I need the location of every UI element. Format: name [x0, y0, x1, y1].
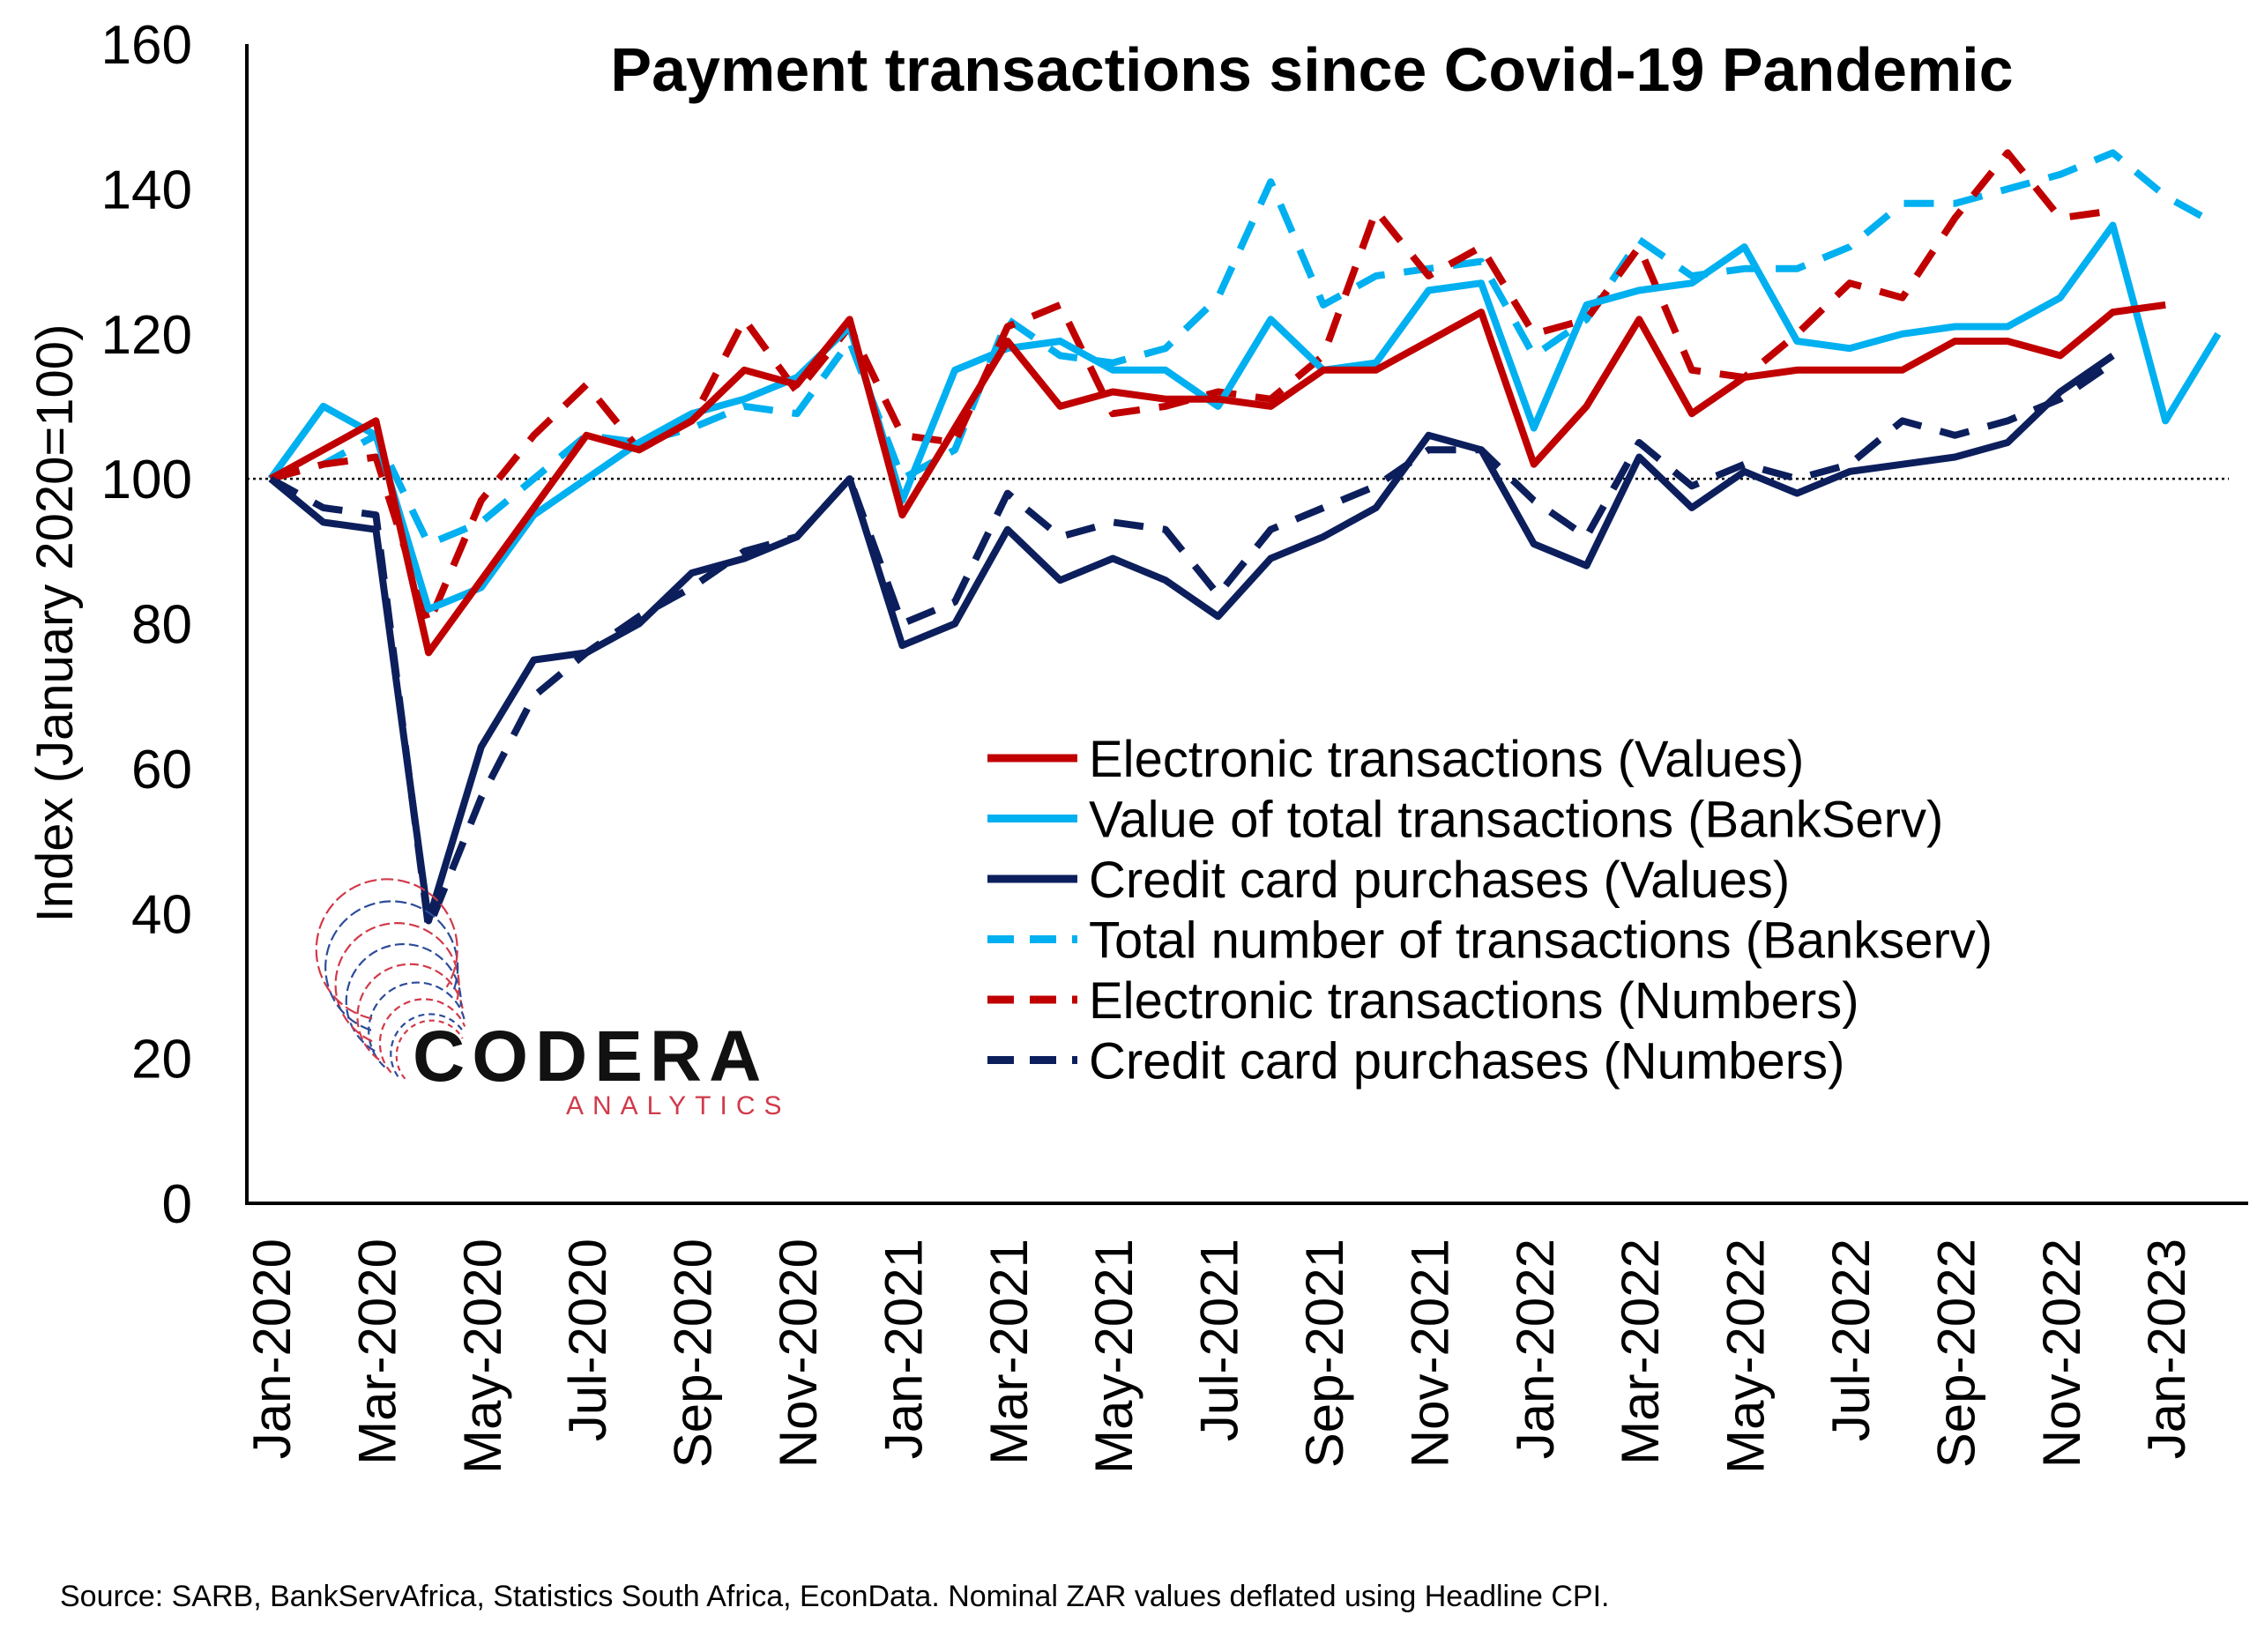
y-tick-label: 40	[131, 884, 192, 945]
logo-arc	[390, 1013, 466, 1077]
x-tick-label: Jan-2023	[2137, 1239, 2196, 1459]
logo-arc	[324, 900, 459, 1031]
series-line-total-number-of-transactions-bankserv	[269, 149, 2220, 548]
legend-label: Electronic transactions (Numbers)	[1089, 972, 1859, 1030]
series-line-value-of-total-transactions-bankserv	[267, 221, 2222, 614]
legend-label: Credit card purchases (Numbers)	[1089, 1033, 1844, 1090]
x-tick-label: Sep-2020	[664, 1239, 723, 1468]
x-tick-label: Mar-2021	[980, 1239, 1039, 1465]
series-group	[267, 149, 2222, 932]
y-tick-label: 20	[131, 1030, 192, 1090]
x-tick-label: Mar-2022	[1611, 1239, 1670, 1465]
series-line-electronic-transactions-values	[269, 301, 2166, 657]
logo-arc	[378, 998, 466, 1074]
series-line-credit-card-purchases-values	[268, 353, 2115, 925]
legend-label: Total number of transactions (Bankserv)	[1089, 912, 1993, 970]
y-tick-label: 80	[131, 595, 192, 656]
x-tick-label: May-2022	[1717, 1239, 1776, 1474]
logo-arc	[368, 981, 466, 1068]
axes	[245, 44, 2248, 1205]
logo-arc	[315, 878, 458, 1020]
logo-arc	[345, 942, 462, 1053]
y-tick-label: 140	[101, 160, 192, 220]
logo-circle-icon	[315, 878, 466, 1080]
legend-label: Value of total transactions (BankServ)	[1089, 792, 1943, 849]
logo-wordmark: CODERA	[413, 1016, 768, 1097]
codera-logo: CODERA ANALYTICS	[315, 878, 791, 1120]
series-line-credit-card-purchases-numbers	[269, 360, 2115, 932]
x-tick-label: Jan-2020	[242, 1239, 302, 1459]
legend-label: Electronic transactions (Values)	[1089, 731, 1804, 788]
y-tick-label: 160	[101, 15, 192, 76]
logo-subtitle: ANALYTICS	[566, 1091, 791, 1120]
x-tick-label: Nov-2022	[2032, 1239, 2091, 1468]
series-line-electronic-transactions-numbers	[269, 149, 2114, 628]
legend-label: Credit card purchases (Values)	[1089, 852, 1790, 909]
logo-arc	[395, 1019, 464, 1080]
x-tick-label: Mar-2020	[347, 1239, 406, 1465]
tick-labels: 0 20 40 60 80 100 120 140 160 Jan-2020 Mar-2020 May…	[101, 15, 2197, 1474]
x-tick-label: Sep-2021	[1295, 1239, 1354, 1468]
chart-title: Payment transactions since Covid-19 Pand…	[610, 35, 2013, 104]
x-tick-label: Jul-2022	[1821, 1239, 1881, 1441]
y-tick-label: 120	[101, 305, 192, 366]
x-tick-label: Sep-2022	[1926, 1239, 1985, 1468]
x-tick-label: Jul-2021	[1190, 1239, 1249, 1441]
x-tick-label: Nov-2021	[1400, 1239, 1459, 1468]
x-tick-label: Jul-2020	[558, 1239, 617, 1441]
y-axis-label: Index (January 2020=100)	[26, 324, 84, 923]
y-tick-label: 60	[131, 740, 192, 800]
source-note: Source: SARB, BankServAfrica, Statistics…	[60, 1580, 1610, 1613]
x-tick-label: Nov-2020	[769, 1239, 828, 1468]
x-tick-label: May-2021	[1084, 1239, 1143, 1474]
y-tick-label: 100	[101, 450, 192, 510]
x-tick-label: May-2020	[453, 1239, 512, 1474]
x-tick-label: Jan-2022	[1506, 1239, 1565, 1459]
logo-arc	[334, 922, 460, 1043]
x-tick-label: Jan-2021	[874, 1239, 933, 1459]
legend: Electronic transactions (Values)Value of…	[987, 731, 1993, 1090]
y-tick-label: 0	[162, 1174, 192, 1235]
logo-arc	[356, 963, 465, 1061]
